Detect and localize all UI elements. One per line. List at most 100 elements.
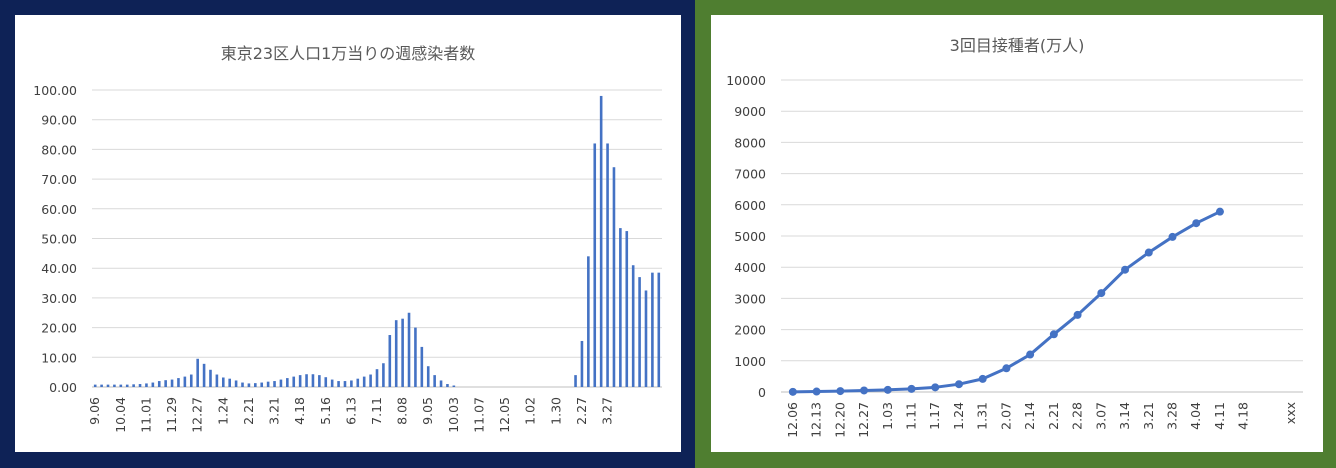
bar xyxy=(100,384,103,387)
y-tick-label: 40.00 xyxy=(41,261,77,276)
bar xyxy=(247,383,251,387)
bar xyxy=(356,378,360,387)
y-tick-label: 9000 xyxy=(734,104,766,119)
y-tick-label: 1000 xyxy=(734,354,766,369)
x-tick-label: 3.28 xyxy=(1165,402,1180,430)
bar xyxy=(580,340,584,387)
bar xyxy=(93,384,97,387)
y-tick-label: 7000 xyxy=(734,167,766,182)
bar xyxy=(318,375,321,387)
x-tick-label: 1.24 xyxy=(215,397,230,425)
data-point xyxy=(931,383,940,392)
bar xyxy=(369,374,372,387)
bar xyxy=(196,358,199,387)
bar xyxy=(113,384,116,387)
y-tick-label: 8000 xyxy=(734,135,766,150)
y-tick-label: 10000 xyxy=(726,73,766,88)
y-tick-label: 4000 xyxy=(734,260,766,275)
bar xyxy=(330,379,334,387)
bar xyxy=(651,272,654,387)
bar xyxy=(337,381,340,387)
bar xyxy=(433,375,436,387)
x-tick-label: 1.17 xyxy=(927,402,942,430)
bar xyxy=(305,374,308,387)
x-tick-label: 11.07 xyxy=(471,397,486,433)
bar xyxy=(183,376,187,387)
bar xyxy=(625,231,629,387)
y-tick-label: 6000 xyxy=(734,198,766,213)
bar xyxy=(382,363,385,387)
data-point xyxy=(1121,265,1130,274)
bar xyxy=(125,384,129,387)
bar xyxy=(619,228,622,387)
bar xyxy=(241,382,244,387)
x-tick-label: 3.27 xyxy=(600,397,615,425)
bar xyxy=(599,95,603,387)
bar xyxy=(119,384,123,387)
bar xyxy=(145,383,148,387)
x-tick-label: 1.30 xyxy=(548,397,563,425)
bar xyxy=(638,277,641,387)
y-tick-label: 5000 xyxy=(734,229,766,244)
data-point xyxy=(907,384,916,393)
chart-title: 3回目接種者(万人) xyxy=(950,36,1085,55)
bar xyxy=(606,143,609,387)
bar xyxy=(202,363,206,387)
x-tick-label: 12.27 xyxy=(856,402,871,438)
bar xyxy=(286,378,289,387)
data-point xyxy=(1049,330,1058,339)
x-tick-label: 3.21 xyxy=(1141,402,1156,430)
x-tick-label: 1.02 xyxy=(523,397,538,425)
x-tick-label: 2.27 xyxy=(574,397,589,425)
x-tick-label: 2.28 xyxy=(1070,402,1085,430)
y-tick-label: 2000 xyxy=(734,323,766,338)
y-tick-label: 50.00 xyxy=(41,232,77,247)
x-tick-label: 1.03 xyxy=(880,402,895,430)
data-point xyxy=(1097,289,1106,298)
x-tick-label: 1.11 xyxy=(904,402,919,430)
x-tick-label: 12.05 xyxy=(497,397,512,433)
x-tick-label: 1.31 xyxy=(975,402,990,430)
bar xyxy=(254,383,257,387)
x-tick-label: 3.14 xyxy=(1117,402,1132,430)
bar xyxy=(164,380,167,387)
data-point xyxy=(812,387,821,396)
bar xyxy=(631,265,635,387)
bar xyxy=(221,377,225,387)
data-point xyxy=(836,387,845,396)
x-tick-label: 8.08 xyxy=(395,397,410,425)
bar xyxy=(657,272,661,387)
data-point xyxy=(1073,310,1082,319)
bar xyxy=(388,335,392,387)
bar xyxy=(439,380,443,387)
bar xyxy=(170,379,174,387)
x-tick-label: 3.21 xyxy=(267,397,282,425)
x-tick-label: 4.11 xyxy=(1212,402,1227,430)
weekly-infection-chart-panel: 東京23区人口1万当りの週感染者数 0.00 10.00 20.00 30.00 40.… xyxy=(15,15,681,452)
booster-vaccination-chart-panel: 3回目接種者(万人) 0 1000 2000 3000 4000 5000 6000 7000… xyxy=(711,15,1323,452)
x-tick-label: 3.07 xyxy=(1093,402,1108,430)
y-tick-label: 70.00 xyxy=(41,172,77,187)
x-tick-label: 10.03 xyxy=(446,397,461,433)
x-tick-label: 2.21 xyxy=(241,397,256,425)
x-tick-label: 2.14 xyxy=(1022,402,1037,430)
y-tick-label: 90.00 xyxy=(41,113,77,128)
bar xyxy=(260,382,264,387)
x-tick-label: 11.29 xyxy=(164,397,179,433)
x-tick-label: 4.04 xyxy=(1188,402,1203,430)
y-tick-label: 3000 xyxy=(734,291,766,306)
bar xyxy=(266,381,270,387)
bar xyxy=(593,143,597,387)
y-tick-label: 100.00 xyxy=(33,83,77,98)
bar xyxy=(228,378,231,387)
bar xyxy=(394,320,398,387)
x-tick-label: xxx xyxy=(1283,402,1298,424)
chart-title: 東京23区人口1万当りの週感染者数 xyxy=(221,44,476,63)
bar xyxy=(138,384,142,387)
x-tick-label: 4.18 xyxy=(292,397,307,425)
data-point xyxy=(1144,248,1153,257)
x-tick-label: 12.20 xyxy=(832,402,847,438)
bar xyxy=(209,369,212,387)
y-tick-label: 30.00 xyxy=(41,291,77,306)
bar xyxy=(177,378,180,387)
